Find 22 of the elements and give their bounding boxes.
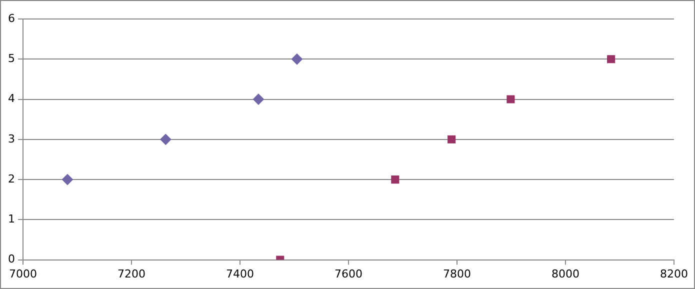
x-tick-label: 8000 <box>552 267 580 280</box>
y-tick-label: 4 <box>8 92 15 106</box>
point <box>160 134 172 145</box>
point <box>448 135 456 144</box>
x-tick-label: 7200 <box>118 267 146 280</box>
y-tick-label: 3 <box>8 132 15 146</box>
y-tick-label: 5 <box>8 52 15 65</box>
x-tick-label: 8200 <box>660 267 688 280</box>
x-tick-label: 7000 <box>9 267 37 280</box>
y-tick-label: 2 <box>8 172 15 186</box>
y-tick-label: 0 <box>8 252 15 266</box>
point <box>62 174 73 186</box>
point <box>506 95 515 104</box>
y-tick-label: 6 <box>8 12 15 25</box>
point <box>291 54 302 65</box>
point <box>607 55 616 64</box>
y-tick-label: 1 <box>8 212 15 226</box>
point <box>391 176 400 184</box>
x-tick-label: 7800 <box>443 267 471 280</box>
x-tick-label: 7400 <box>226 267 254 280</box>
point <box>252 94 264 105</box>
x-tick-label: 7600 <box>334 267 362 280</box>
